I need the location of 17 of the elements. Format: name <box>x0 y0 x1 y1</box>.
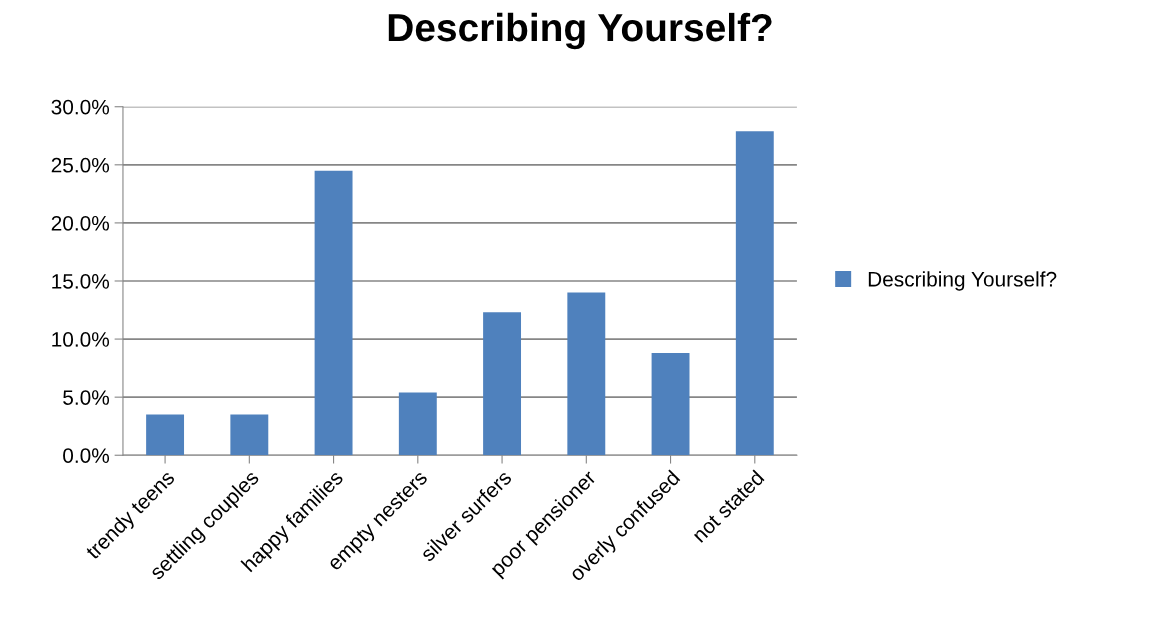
y-tick-label: 25.0% <box>51 157 110 173</box>
bar <box>146 414 185 456</box>
bar <box>314 170 353 456</box>
legend-label: Describing Yourself? <box>868 271 1057 291</box>
y-tick-label: 0.0% <box>63 448 110 463</box>
y-tick-label: 15.0% <box>52 273 110 289</box>
bar <box>567 292 606 456</box>
y-tick-label: 5.0% <box>63 390 110 405</box>
bar <box>483 312 522 456</box>
y-tick-label: 20.0% <box>51 215 110 231</box>
bar <box>735 131 774 456</box>
chart-title: Describing Yourself? <box>388 12 772 50</box>
bar <box>651 353 690 456</box>
y-tick-label: 10.0% <box>52 332 110 347</box>
bar <box>398 392 437 456</box>
y-tick-label: 30.0% <box>51 99 110 115</box>
bar <box>230 414 269 456</box>
